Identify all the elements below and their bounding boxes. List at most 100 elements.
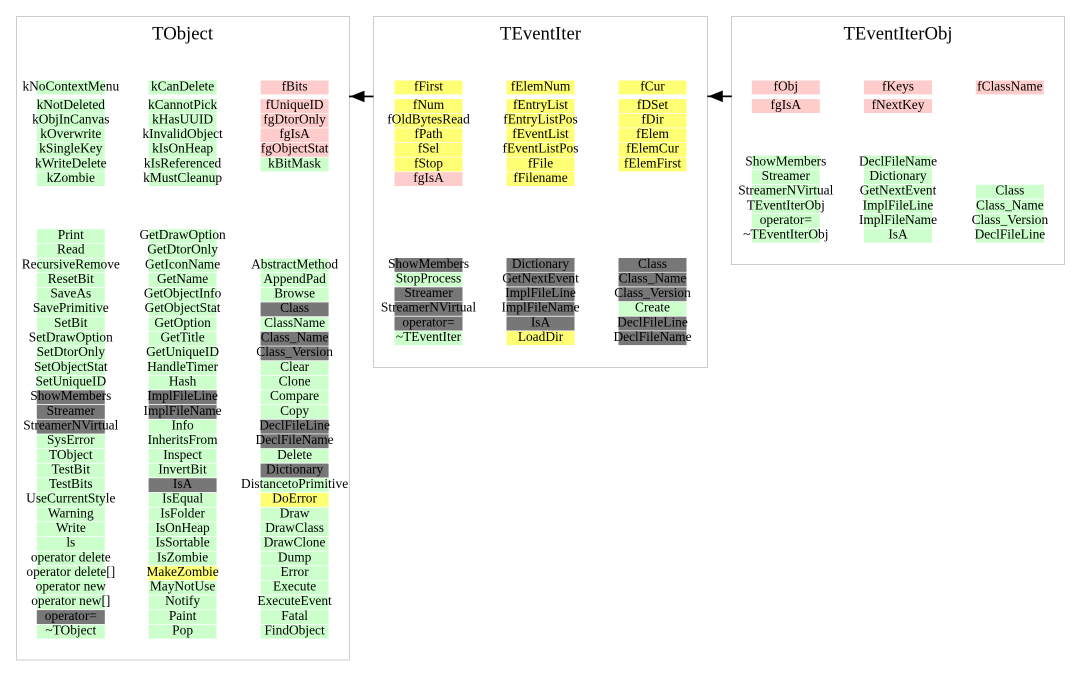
- svg-text:fgIsA: fgIsA: [771, 97, 802, 112]
- svg-text:Class_Version: Class_Version: [972, 212, 1049, 227]
- svg-text:MayNotUse: MayNotUse: [150, 579, 216, 594]
- svg-text:fNum: fNum: [413, 97, 445, 112]
- svg-text:StreamerNVirtual: StreamerNVirtual: [738, 183, 833, 198]
- svg-text:fgDtorOnly: fgDtorOnly: [263, 112, 326, 127]
- svg-text:Paint: Paint: [169, 608, 197, 623]
- svg-text:Dump: Dump: [278, 549, 312, 564]
- svg-text:fOldBytesRead: fOldBytesRead: [387, 112, 470, 127]
- svg-text:Streamer: Streamer: [762, 168, 811, 183]
- svg-text:ShowMembers: ShowMembers: [745, 153, 826, 168]
- svg-text:kOverwrite: kOverwrite: [40, 126, 101, 141]
- svg-text:fUniqueID: fUniqueID: [266, 97, 324, 112]
- svg-text:DeclFileName: DeclFileName: [859, 153, 937, 168]
- svg-text:ShowMembers: ShowMembers: [388, 256, 469, 271]
- svg-text:GetObjectInfo: GetObjectInfo: [144, 286, 222, 301]
- svg-text:Class_Name: Class_Name: [619, 270, 687, 285]
- svg-text:DeclFileName: DeclFileName: [613, 329, 691, 344]
- svg-text:DoError: DoError: [272, 491, 317, 506]
- svg-text:kWriteDelete: kWriteDelete: [35, 155, 107, 170]
- svg-text:Copy: Copy: [280, 403, 309, 418]
- svg-text:IsSortable: IsSortable: [155, 535, 209, 550]
- svg-text:StreamerNVirtual: StreamerNVirtual: [381, 300, 476, 315]
- svg-text:DrawClone: DrawClone: [264, 535, 326, 550]
- svg-text:kIsReferenced: kIsReferenced: [144, 155, 222, 170]
- svg-text:operator=: operator=: [402, 314, 454, 329]
- svg-text:ShowMembers: ShowMembers: [30, 388, 111, 403]
- svg-text:kCannotPick: kCannotPick: [148, 97, 217, 112]
- svg-text:Class_Name: Class_Name: [976, 197, 1044, 212]
- svg-text:fKeys: fKeys: [882, 78, 914, 93]
- svg-text:StreamerNVirtual: StreamerNVirtual: [23, 418, 118, 433]
- svg-text:Class_Version: Class_Version: [256, 344, 333, 359]
- svg-text:fObj: fObj: [774, 78, 799, 93]
- svg-text:Inspect: Inspect: [163, 447, 202, 462]
- svg-text:kHasUUID: kHasUUID: [152, 112, 213, 127]
- svg-text:SetDrawOption: SetDrawOption: [29, 330, 113, 345]
- svg-text:kNoContextMenu: kNoContextMenu: [22, 78, 119, 93]
- svg-text:IsZombie: IsZombie: [157, 549, 208, 564]
- svg-text:operator=: operator=: [45, 608, 97, 623]
- svg-text:Write: Write: [56, 520, 86, 535]
- svg-text:Streamer: Streamer: [404, 285, 453, 300]
- svg-text:operator delete[]: operator delete[]: [26, 564, 115, 579]
- svg-text:InheritsFrom: InheritsFrom: [148, 432, 219, 447]
- svg-text:Warning: Warning: [48, 505, 94, 520]
- svg-text:Hash: Hash: [169, 374, 197, 389]
- svg-text:HandleTimer: HandleTimer: [147, 359, 218, 374]
- svg-text:fSel: fSel: [418, 141, 440, 156]
- svg-text:DeclFileLine: DeclFileLine: [975, 227, 1046, 242]
- svg-text:kIsOnHeap: kIsOnHeap: [152, 141, 213, 156]
- svg-text:TestBit: TestBit: [52, 461, 91, 476]
- svg-text:fFirst: fFirst: [414, 78, 443, 93]
- svg-text:Dictionary: Dictionary: [266, 461, 324, 476]
- svg-text:SaveAs: SaveAs: [50, 286, 91, 301]
- svg-text:IsEqual: IsEqual: [162, 491, 203, 506]
- svg-text:SetUniqueID: SetUniqueID: [35, 374, 106, 389]
- svg-text:~TEventIterObj: ~TEventIterObj: [743, 227, 828, 242]
- svg-text:TEventIter: TEventIter: [500, 23, 582, 44]
- svg-text:fClassName: fClassName: [977, 78, 1043, 93]
- svg-text:InvertBit: InvertBit: [158, 461, 207, 476]
- svg-text:StopProcess: StopProcess: [396, 270, 461, 285]
- svg-text:kObjInCanvas: kObjInCanvas: [32, 112, 109, 127]
- svg-text:fPath: fPath: [414, 126, 443, 141]
- svg-text:fEventListPos: fEventListPos: [503, 141, 579, 156]
- svg-text:SetBit: SetBit: [54, 315, 88, 330]
- svg-text:GetNextEvent: GetNextEvent: [502, 270, 579, 285]
- svg-text:fBits: fBits: [282, 78, 308, 93]
- svg-text:Compare: Compare: [270, 388, 319, 403]
- svg-text:fDir: fDir: [641, 112, 664, 127]
- svg-text:GetObjectStat: GetObjectStat: [145, 300, 221, 315]
- svg-text:Class: Class: [280, 300, 309, 315]
- svg-text:DeclFileLine: DeclFileLine: [617, 314, 688, 329]
- svg-text:ImplFileName: ImplFileName: [501, 300, 579, 315]
- svg-text:~TEventIter: ~TEventIter: [396, 329, 462, 344]
- svg-text:GetOption: GetOption: [154, 315, 211, 330]
- svg-text:fElem: fElem: [636, 126, 669, 141]
- svg-text:kSingleKey: kSingleKey: [39, 141, 103, 156]
- svg-text:ClassName: ClassName: [264, 315, 325, 330]
- svg-text:IsA: IsA: [531, 314, 551, 329]
- svg-text:GetNextEvent: GetNextEvent: [860, 183, 937, 198]
- svg-text:fgIsA: fgIsA: [413, 170, 444, 185]
- svg-text:fDSet: fDSet: [637, 97, 669, 112]
- svg-text:SavePrimitive: SavePrimitive: [33, 300, 109, 315]
- svg-text:TEventIterObj: TEventIterObj: [747, 197, 825, 212]
- svg-text:GetTitle: GetTitle: [161, 330, 205, 345]
- svg-text:fEntryList: fEntryList: [513, 97, 568, 112]
- svg-text:Class: Class: [638, 256, 667, 271]
- svg-text:fFilename: fFilename: [513, 170, 567, 185]
- svg-text:fgObjectStat: fgObjectStat: [261, 141, 329, 156]
- svg-text:Draw: Draw: [280, 505, 310, 520]
- svg-text:Info: Info: [171, 418, 194, 433]
- svg-text:kZombie: kZombie: [47, 170, 95, 185]
- svg-text:TObject: TObject: [49, 447, 93, 462]
- svg-text:Print: Print: [58, 227, 84, 242]
- svg-text:DeclFileName: DeclFileName: [256, 432, 334, 447]
- svg-text:operator new: operator new: [36, 579, 107, 594]
- svg-text:Class_Version: Class_Version: [614, 285, 691, 300]
- svg-text:operator delete: operator delete: [31, 549, 111, 564]
- svg-text:Error: Error: [280, 564, 309, 579]
- svg-text:fElemNum: fElemNum: [511, 78, 571, 93]
- svg-text:fStop: fStop: [414, 155, 443, 170]
